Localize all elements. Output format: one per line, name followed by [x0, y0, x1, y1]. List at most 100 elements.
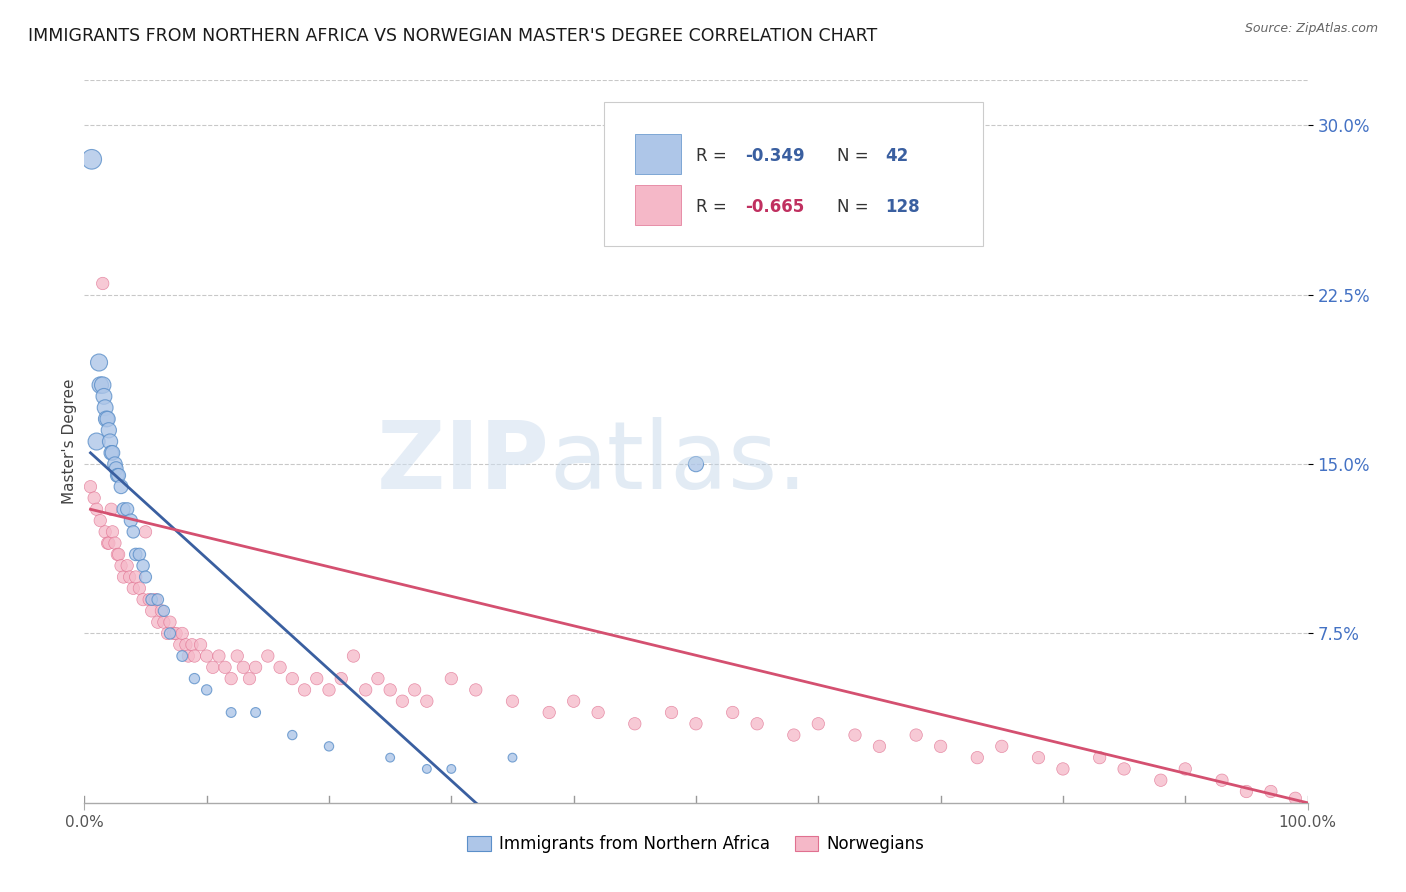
Point	[257, 648, 280, 663]
Text: R =: R =	[696, 198, 733, 216]
Point	[391, 694, 413, 708]
Text: ZIP: ZIP	[377, 417, 550, 509]
Point	[226, 648, 249, 663]
FancyBboxPatch shape	[636, 185, 682, 225]
Point	[747, 716, 769, 731]
FancyBboxPatch shape	[605, 102, 983, 246]
Point	[128, 548, 150, 562]
Point	[143, 592, 166, 607]
Point	[97, 536, 120, 550]
FancyBboxPatch shape	[636, 135, 682, 174]
Point	[146, 592, 169, 607]
Point	[318, 739, 340, 754]
Text: -0.349: -0.349	[745, 147, 804, 165]
Point	[138, 592, 160, 607]
Point	[195, 682, 218, 697]
Point	[844, 728, 866, 742]
Point	[464, 682, 486, 697]
Point	[156, 626, 179, 640]
Point	[105, 548, 128, 562]
Point	[219, 672, 242, 686]
Point	[159, 626, 181, 640]
Point	[91, 277, 114, 291]
Point	[174, 638, 197, 652]
Point	[100, 446, 122, 460]
Point	[91, 378, 114, 392]
Point	[330, 672, 353, 686]
Point	[905, 728, 928, 742]
Text: atlas.: atlas.	[550, 417, 807, 509]
Point	[141, 592, 163, 607]
Point	[342, 648, 364, 663]
Point	[163, 626, 186, 640]
Point	[238, 672, 260, 686]
Point	[87, 355, 110, 369]
Point	[281, 728, 304, 742]
Point	[783, 728, 806, 742]
Point	[94, 524, 117, 539]
Point	[201, 660, 224, 674]
Text: N =: N =	[837, 147, 873, 165]
Point	[195, 648, 218, 663]
Point	[661, 706, 683, 720]
Point	[232, 660, 254, 674]
Point	[83, 491, 105, 505]
Point	[159, 615, 181, 630]
Point	[440, 762, 463, 776]
Point	[219, 706, 242, 720]
Text: N =: N =	[837, 198, 873, 216]
Point	[110, 480, 132, 494]
Point	[104, 457, 127, 471]
Point	[214, 660, 236, 674]
Point	[132, 592, 155, 607]
Point	[86, 502, 108, 516]
Point	[181, 638, 204, 652]
Point	[165, 626, 187, 640]
Point	[538, 706, 561, 720]
Point	[120, 514, 142, 528]
Point	[107, 548, 129, 562]
Point	[115, 558, 138, 573]
Y-axis label: Master's Degree: Master's Degree	[62, 379, 77, 504]
Point	[105, 468, 128, 483]
Point	[89, 514, 111, 528]
Point	[122, 524, 145, 539]
Point	[294, 682, 316, 697]
Point	[440, 672, 463, 686]
Point	[135, 570, 157, 584]
Point	[354, 682, 377, 697]
Point	[721, 706, 744, 720]
Point	[1088, 750, 1111, 764]
Point	[86, 434, 108, 449]
Point	[1174, 762, 1197, 776]
Point	[146, 615, 169, 630]
Point	[502, 694, 524, 708]
Point	[562, 694, 585, 708]
Point	[128, 582, 150, 596]
Point	[380, 682, 402, 697]
Legend: Immigrants from Northern Africa, Norwegians: Immigrants from Northern Africa, Norwegi…	[461, 828, 931, 860]
Point	[1150, 773, 1173, 788]
Point	[869, 739, 891, 754]
Point	[190, 638, 212, 652]
Point	[141, 604, 163, 618]
Point	[122, 582, 145, 596]
Point	[80, 153, 103, 167]
Point	[1260, 784, 1282, 798]
Point	[107, 468, 129, 483]
Point	[100, 502, 122, 516]
Point	[1284, 791, 1306, 805]
Point	[118, 570, 141, 584]
Point	[172, 648, 194, 663]
Point	[183, 672, 205, 686]
Point	[685, 457, 707, 471]
Point	[125, 548, 148, 562]
Point	[110, 558, 132, 573]
Point	[318, 682, 340, 697]
Point	[169, 638, 191, 652]
Point	[96, 412, 118, 426]
Point	[208, 648, 231, 663]
Point	[97, 536, 120, 550]
Point	[132, 558, 155, 573]
Point	[404, 682, 426, 697]
